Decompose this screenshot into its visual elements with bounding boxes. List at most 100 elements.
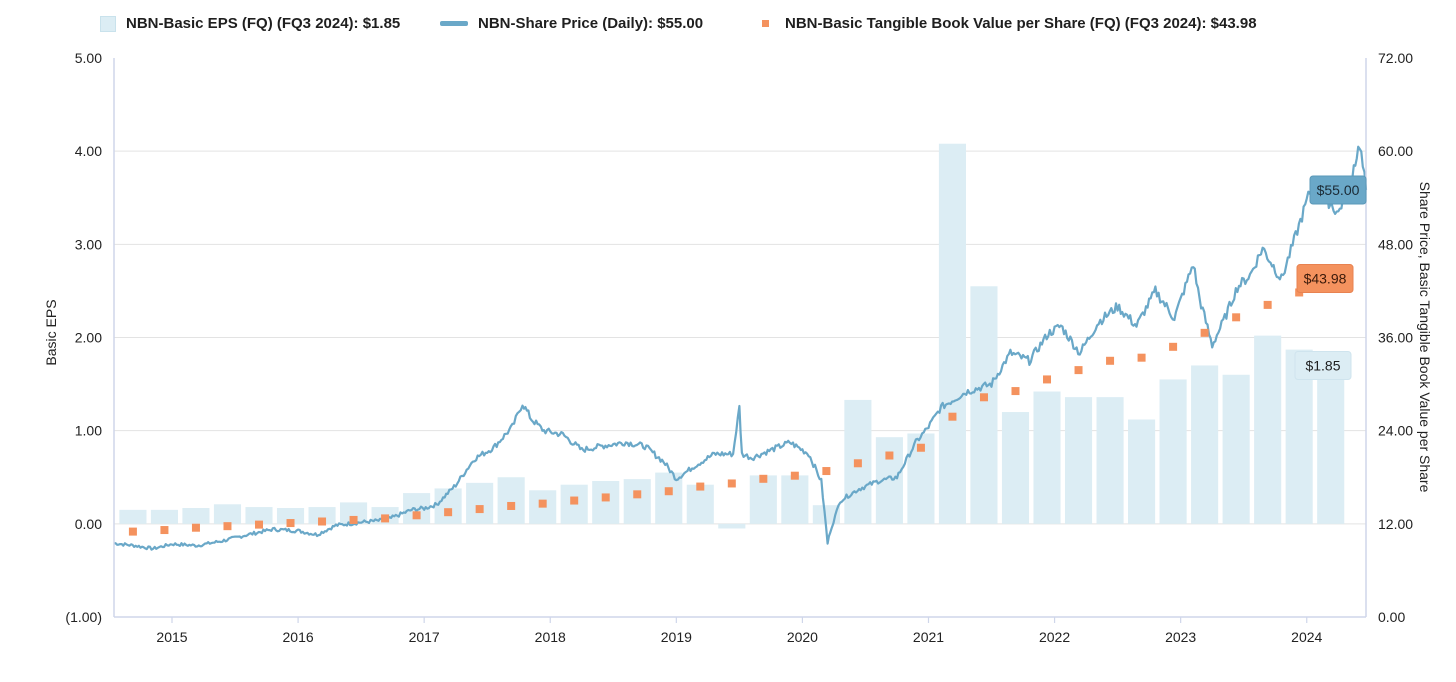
right-tick-label: 24.00 bbox=[1378, 423, 1413, 439]
tbv-point bbox=[1137, 353, 1146, 362]
axes: 5.00 4.00 3.00 2.00 1.00 0.00 (1.00) 72.00 60.00… bbox=[43, 50, 1433, 645]
eps-bar bbox=[749, 475, 777, 524]
tbv-point bbox=[475, 505, 484, 514]
x-tick-label: 2024 bbox=[1291, 629, 1322, 645]
price-end-label-text: $55.00 bbox=[1317, 182, 1360, 198]
tbv-point bbox=[381, 514, 390, 523]
tbv-point bbox=[979, 393, 988, 402]
x-tick-label: 2022 bbox=[1039, 629, 1070, 645]
right-axis-title: Share Price, Basic Tangible Book Value p… bbox=[1417, 182, 1433, 493]
eps-bar bbox=[340, 502, 368, 524]
tbv-point bbox=[223, 522, 232, 531]
eps-bar bbox=[150, 509, 178, 524]
tbv-point bbox=[128, 527, 137, 536]
eps-bar bbox=[623, 479, 651, 524]
eps-bar bbox=[213, 504, 242, 524]
eps-bar bbox=[119, 509, 147, 524]
eps-bar bbox=[592, 480, 620, 524]
left-tick-label: 2.00 bbox=[75, 330, 102, 346]
eps-bar bbox=[781, 475, 809, 524]
right-tick-label: 60.00 bbox=[1378, 143, 1413, 159]
eps-bar bbox=[1064, 397, 1093, 524]
chart-legend: NBN-Basic EPS (FQ) (FQ3 2024): $1.85 NBN… bbox=[0, 12, 1456, 38]
share-price-line bbox=[113, 145, 1368, 551]
right-tick-label: 12.00 bbox=[1378, 516, 1413, 532]
tbv-point bbox=[1106, 356, 1115, 365]
eps-bars bbox=[119, 143, 1345, 529]
tbv-point bbox=[601, 493, 610, 502]
right-tick-label: 72.00 bbox=[1378, 50, 1413, 66]
legend-tbv-label: NBN-Basic Tangible Book Value per Share … bbox=[785, 15, 1257, 32]
left-tick-label: 3.00 bbox=[75, 236, 102, 252]
tbv-point bbox=[948, 412, 957, 421]
tbv-point bbox=[1043, 375, 1052, 384]
eps-bar bbox=[245, 507, 273, 524]
eps-bar bbox=[1001, 412, 1030, 524]
legend-tbv-swatch bbox=[762, 20, 769, 27]
right-tick-label: 36.00 bbox=[1378, 330, 1413, 346]
tbv-points bbox=[128, 271, 1335, 536]
eps-bar bbox=[1191, 365, 1219, 524]
eps-end-label-box bbox=[1294, 350, 1352, 380]
x-tick-label: 2018 bbox=[535, 629, 566, 645]
x-tick-label: 2017 bbox=[409, 629, 440, 645]
x-tick-label: 2015 bbox=[156, 629, 187, 645]
share-price-series bbox=[113, 145, 1368, 551]
eps-bar bbox=[497, 477, 525, 524]
tbv-point bbox=[507, 501, 516, 510]
eps-bar bbox=[970, 286, 998, 524]
tbv-point bbox=[633, 490, 642, 499]
left-tick-label: (1.00) bbox=[65, 609, 102, 625]
tbv-point bbox=[191, 523, 200, 532]
legend-share-price-label: NBN-Share Price (Daily): $55.00 bbox=[478, 15, 704, 32]
eps-bar bbox=[875, 437, 903, 524]
eps-bar bbox=[308, 507, 336, 524]
legend-item-share-price: NBN-Share Price (Daily): $55.00 bbox=[440, 15, 703, 32]
eps-bar bbox=[938, 143, 967, 524]
left-tick-label: 5.00 bbox=[75, 50, 102, 66]
tbv-point bbox=[444, 508, 453, 517]
tbv-point bbox=[412, 511, 421, 520]
eps-end-label-text: $1.85 bbox=[1305, 357, 1340, 373]
x-tick-label: 2023 bbox=[1165, 629, 1196, 645]
legend-eps-label: NBN-Basic EPS (FQ) (FQ3 2024): $1.85 bbox=[126, 15, 401, 32]
eps-bar bbox=[655, 472, 683, 524]
tbv-end-label-box bbox=[1296, 264, 1354, 294]
tbv-point bbox=[759, 474, 768, 483]
end-labels: $55.00 $43.98 $1.85 bbox=[1294, 175, 1367, 380]
eps-bar bbox=[1222, 374, 1250, 524]
left-tick-label: 1.00 bbox=[75, 423, 102, 439]
eps-bar bbox=[1128, 419, 1156, 524]
tbv-point bbox=[254, 520, 263, 529]
legend-item-eps: NBN-Basic EPS (FQ) (FQ3 2024): $1.85 bbox=[100, 15, 400, 32]
tbv-point bbox=[1169, 342, 1178, 351]
tbv-point bbox=[1263, 300, 1272, 309]
right-tick-label: 48.00 bbox=[1378, 236, 1413, 252]
eps-bar bbox=[718, 523, 746, 529]
tbv-point bbox=[1200, 328, 1209, 337]
tbv-point bbox=[286, 519, 295, 528]
eps-bar bbox=[686, 484, 714, 524]
tbv-point bbox=[790, 471, 799, 480]
left-axis-title: Basic EPS bbox=[43, 299, 59, 365]
tbv-point bbox=[1074, 366, 1083, 375]
left-tick-label: 0.00 bbox=[75, 516, 102, 532]
tbv-point bbox=[570, 496, 579, 505]
legend-item-tbv: NBN-Basic Tangible Book Value per Share … bbox=[760, 15, 1257, 32]
tbv-end-label-text: $43.98 bbox=[1304, 271, 1347, 287]
eps-bar bbox=[1254, 335, 1282, 524]
eps-bar bbox=[182, 507, 210, 524]
tbv-point bbox=[664, 487, 673, 496]
tbv-point bbox=[916, 443, 925, 452]
tbv-point bbox=[853, 459, 862, 468]
tbv-point bbox=[727, 479, 736, 488]
eps-bar bbox=[812, 505, 840, 524]
x-tick-label: 2019 bbox=[661, 629, 692, 645]
tbv-point bbox=[822, 467, 831, 476]
tbv-point bbox=[160, 526, 169, 535]
tbv-point bbox=[538, 499, 547, 508]
tbv-point bbox=[349, 515, 358, 524]
tbv-point bbox=[696, 482, 705, 491]
x-tick-label: 2016 bbox=[283, 629, 314, 645]
price-end-label-box bbox=[1309, 175, 1367, 205]
